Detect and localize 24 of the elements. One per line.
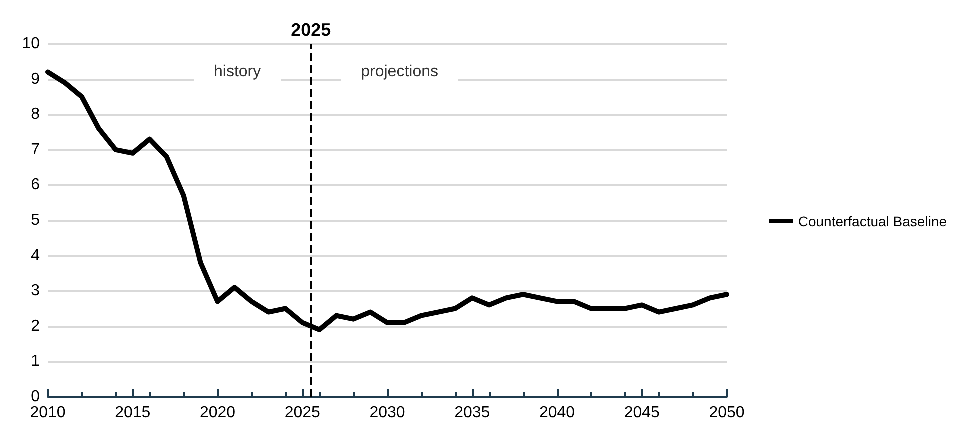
y-tick-label: 7 <box>31 141 40 158</box>
y-tick-label: 3 <box>31 282 40 300</box>
x-tick-label: 2015 <box>115 404 151 422</box>
y-tick-label: 4 <box>31 247 40 264</box>
y-tick-label: 8 <box>31 106 40 124</box>
x-tick-label: 2030 <box>370 404 406 422</box>
x-tick-label: 2020 <box>200 404 236 422</box>
x-tick-label: 2035 <box>454 404 490 422</box>
y-tick-label: 1 <box>31 353 40 370</box>
annotation: history <box>214 64 262 81</box>
ref-line-label: 2025 <box>291 20 332 40</box>
y-tick-label: 2 <box>31 318 40 335</box>
legend-label: Counterfactual Baseline <box>798 214 948 230</box>
y-tick-label: 9 <box>31 70 40 88</box>
y-tick-label: 10 <box>22 36 40 52</box>
y-tick-label: 5 <box>31 212 40 229</box>
x-tick-label: 2025 <box>284 404 321 422</box>
x-tick-label: 2040 <box>539 404 576 422</box>
y-tick-label: 6 <box>31 176 40 194</box>
x-tick-label: 2045 <box>624 404 660 422</box>
x-tick-label: 2010 <box>30 404 66 422</box>
y-tick-label: 0 <box>31 388 40 406</box>
x-tick-label: 2050 <box>709 404 745 422</box>
annotation: projections <box>361 64 438 81</box>
